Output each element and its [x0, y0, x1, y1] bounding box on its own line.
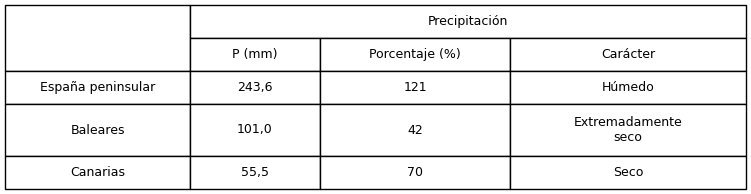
- Text: 121: 121: [403, 81, 427, 94]
- Bar: [320, 104, 510, 156]
- Text: 101,0: 101,0: [237, 124, 273, 137]
- Text: P (mm): P (mm): [232, 48, 278, 61]
- Text: España peninsular: España peninsular: [40, 81, 155, 94]
- Text: Seco: Seco: [613, 166, 643, 179]
- Text: Carácter: Carácter: [601, 48, 655, 61]
- Bar: [5, 156, 190, 189]
- Bar: [5, 71, 190, 104]
- Bar: [190, 104, 320, 156]
- Text: Precipitación: Precipitación: [428, 15, 508, 28]
- Bar: [510, 71, 746, 104]
- Text: Extremadamente
seco: Extremadamente seco: [574, 116, 683, 144]
- Bar: [190, 38, 320, 71]
- Bar: [190, 156, 320, 189]
- Bar: [320, 38, 510, 71]
- Bar: [510, 156, 746, 189]
- Bar: [190, 71, 320, 104]
- Bar: [5, 5, 190, 71]
- Bar: [320, 71, 510, 104]
- Bar: [510, 104, 746, 156]
- Text: Canarias: Canarias: [70, 166, 125, 179]
- Bar: [510, 38, 746, 71]
- Text: 243,6: 243,6: [237, 81, 273, 94]
- Text: Húmedo: Húmedo: [602, 81, 654, 94]
- Text: Porcentaje (%): Porcentaje (%): [369, 48, 461, 61]
- Bar: [190, 5, 746, 38]
- Bar: [320, 156, 510, 189]
- Bar: [5, 104, 190, 156]
- Text: 55,5: 55,5: [241, 166, 269, 179]
- Text: 42: 42: [407, 124, 423, 137]
- Text: Baleares: Baleares: [71, 124, 125, 137]
- Text: 70: 70: [407, 166, 423, 179]
